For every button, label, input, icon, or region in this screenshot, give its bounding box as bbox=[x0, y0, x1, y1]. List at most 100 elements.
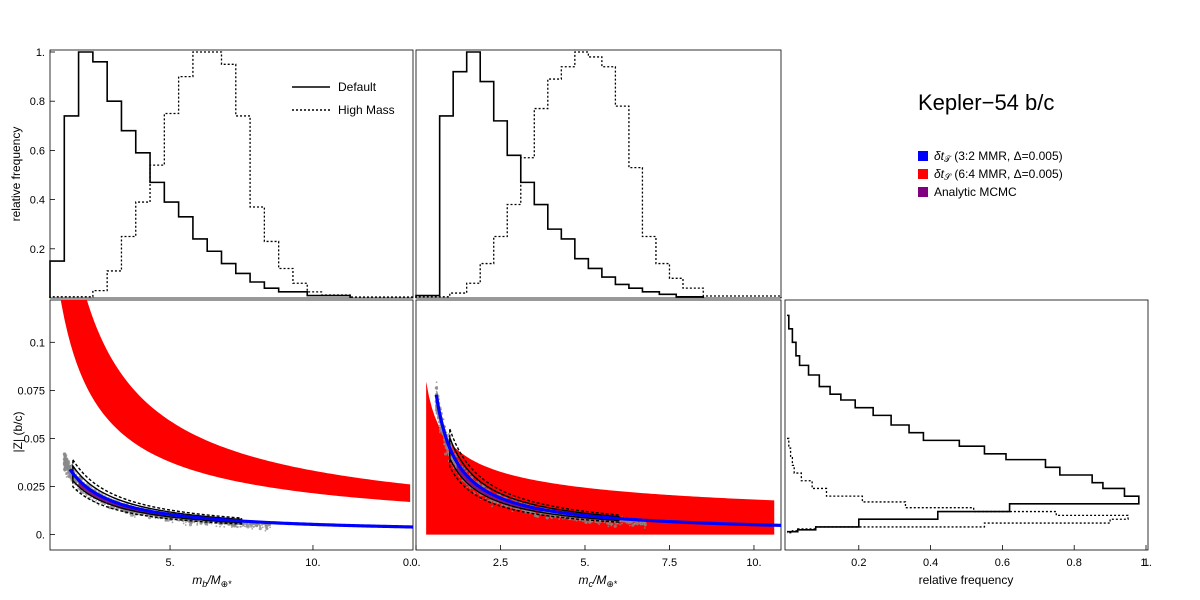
mcmc-sample-point bbox=[249, 524, 253, 528]
mcmc-sample-point bbox=[444, 452, 448, 456]
mcmc-sample-point bbox=[443, 443, 446, 446]
hist-ytick-label: 0.4 bbox=[30, 195, 45, 207]
mc-histogram-marks bbox=[415, 51, 782, 298]
mc-vs-Z-frame bbox=[415, 299, 782, 551]
legend-blue-post: (3:2 MMR, Δ=0.005) bbox=[951, 149, 1063, 163]
mcmc-sample-point bbox=[440, 408, 443, 411]
mcmc-sample-point bbox=[626, 521, 628, 524]
mcmc-sample-point bbox=[639, 523, 642, 525]
mcmc-sample-point bbox=[439, 431, 441, 434]
scatter-ytick-label: 0.05 bbox=[24, 433, 45, 445]
mc-vs-Z-marks: 0. 2.5 5. 7.5 10. bbox=[411, 381, 781, 569]
hist-ytick-label: 1. bbox=[36, 47, 45, 59]
zhist-xtick-label: 0.8 bbox=[1067, 557, 1082, 569]
mcmc-sample-point bbox=[184, 524, 187, 526]
panel-content bbox=[60, 300, 413, 532]
mcmc-sample-point bbox=[178, 519, 180, 522]
mcmc-sample-point bbox=[491, 505, 493, 508]
red-band-6-4-mmr bbox=[60, 300, 411, 502]
xlabel-mb-den-sub: ⊕* bbox=[221, 579, 233, 589]
mcmc-sample-point bbox=[487, 499, 490, 502]
mcmc-sample-point bbox=[581, 519, 584, 522]
mcmc-sample-point bbox=[189, 521, 191, 524]
mcmc-sample-point bbox=[215, 525, 218, 528]
zhist-xtick-label: 0.2 bbox=[851, 557, 866, 569]
legend-highmass-label: High Mass bbox=[338, 103, 395, 117]
mcmc-sample-point bbox=[578, 518, 582, 522]
mcmc-sample-point bbox=[89, 496, 92, 499]
mcmc-sample-point bbox=[210, 522, 213, 525]
mcmc-sample-point bbox=[454, 452, 456, 455]
blue-curve-3-2-mmr bbox=[68, 468, 413, 529]
ylabel-relative-frequency: relative frequency bbox=[9, 127, 23, 222]
contour-highmass bbox=[449, 428, 620, 523]
mcmc-sample-point bbox=[166, 518, 170, 522]
mcmc-sample-point bbox=[90, 486, 93, 489]
mcmc-sample-point bbox=[463, 467, 466, 470]
scatter-xtick-label: 10. bbox=[305, 557, 320, 569]
mcmc-sample-point bbox=[190, 522, 193, 525]
mcmc-sample-point bbox=[172, 517, 175, 520]
mcmc-sample-point bbox=[558, 518, 561, 520]
mcmc-sample-point bbox=[624, 520, 627, 523]
mcmc-sample-point bbox=[440, 432, 443, 435]
mcmc-sample-point bbox=[261, 526, 264, 529]
mcmc-sample-point bbox=[95, 499, 98, 502]
mcmc-sample-point bbox=[94, 501, 97, 504]
mcmc-sample-point bbox=[68, 460, 71, 462]
mcmc-sample-point bbox=[588, 520, 592, 524]
legend-default-label: Default bbox=[338, 80, 377, 94]
mcmc-sample-point bbox=[568, 518, 571, 521]
mb-histogram-frame bbox=[49, 49, 414, 299]
mcmc-sample-point bbox=[65, 459, 69, 463]
xlabel-mc-den-sub: ⊕* bbox=[606, 579, 618, 589]
scatter-xtick-label: 2.5 bbox=[493, 557, 508, 569]
mcmc-sample-point bbox=[446, 446, 448, 449]
scatter-xtick-label: 7.5 bbox=[662, 557, 677, 569]
mcmc-sample-point bbox=[633, 522, 636, 525]
mcmc-sample-point bbox=[230, 526, 233, 529]
mcmc-sample-point bbox=[643, 523, 645, 526]
legend-blue-sub: 𝒯 bbox=[944, 154, 952, 164]
mcmc-sample-point bbox=[243, 525, 246, 528]
mcmc-sample-point bbox=[643, 527, 646, 529]
mcmc-sample-point bbox=[644, 524, 647, 527]
legend-blue-pre: δt bbox=[934, 149, 945, 163]
hist-default-step bbox=[49, 51, 351, 298]
mcmc-sample-point bbox=[598, 523, 601, 526]
legend-red-pre: δt bbox=[934, 167, 945, 181]
scatter-xtick-label: 0. bbox=[411, 557, 420, 569]
mcmc-sample-point bbox=[524, 510, 527, 513]
mcmc-sample-point bbox=[147, 514, 150, 517]
mcmc-sample-point bbox=[171, 521, 174, 524]
hist-ytick-label: 0.2 bbox=[30, 244, 45, 256]
xlabel-mb-sub: b bbox=[202, 579, 207, 589]
mcmc-sample-point bbox=[628, 524, 631, 527]
xlabel-mb-base: m bbox=[192, 573, 202, 587]
figure-title: Kepler−54 b/c bbox=[918, 90, 1054, 115]
mcmc-sample-point bbox=[619, 523, 622, 526]
mcmc-sample-point bbox=[436, 392, 438, 394]
legend-blue-swatch bbox=[918, 151, 928, 161]
mcmc-sample-point bbox=[259, 524, 261, 527]
legend-red-swatch bbox=[918, 169, 928, 179]
mcmc-sample-point bbox=[109, 506, 111, 509]
scatter-xtick-label: 10. bbox=[746, 557, 761, 569]
mcmc-sample-point bbox=[241, 524, 244, 527]
mcmc-sample-point bbox=[250, 523, 253, 526]
mb-vs-Z-marks: 5. 10. 0. 0.025 0.05 0.075 0.1 bbox=[17, 300, 413, 569]
mcmc-sample-point bbox=[450, 456, 453, 459]
mcmc-sample-point bbox=[77, 487, 80, 490]
mc-histogram-frame bbox=[415, 49, 782, 299]
mcmc-sample-point bbox=[196, 522, 199, 525]
mcmc-sample-point bbox=[631, 523, 635, 527]
mcmc-sample-point bbox=[157, 517, 160, 520]
mcmc-sample-point bbox=[100, 501, 103, 504]
mcmc-sample-point bbox=[64, 466, 67, 469]
mcmc-sample-point bbox=[435, 381, 438, 384]
Z-histogram-frame bbox=[784, 299, 1149, 551]
mb-vs-Z-frame bbox=[49, 299, 414, 551]
mcmc-sample-point bbox=[182, 522, 185, 525]
mcmc-sample-point bbox=[80, 490, 83, 493]
